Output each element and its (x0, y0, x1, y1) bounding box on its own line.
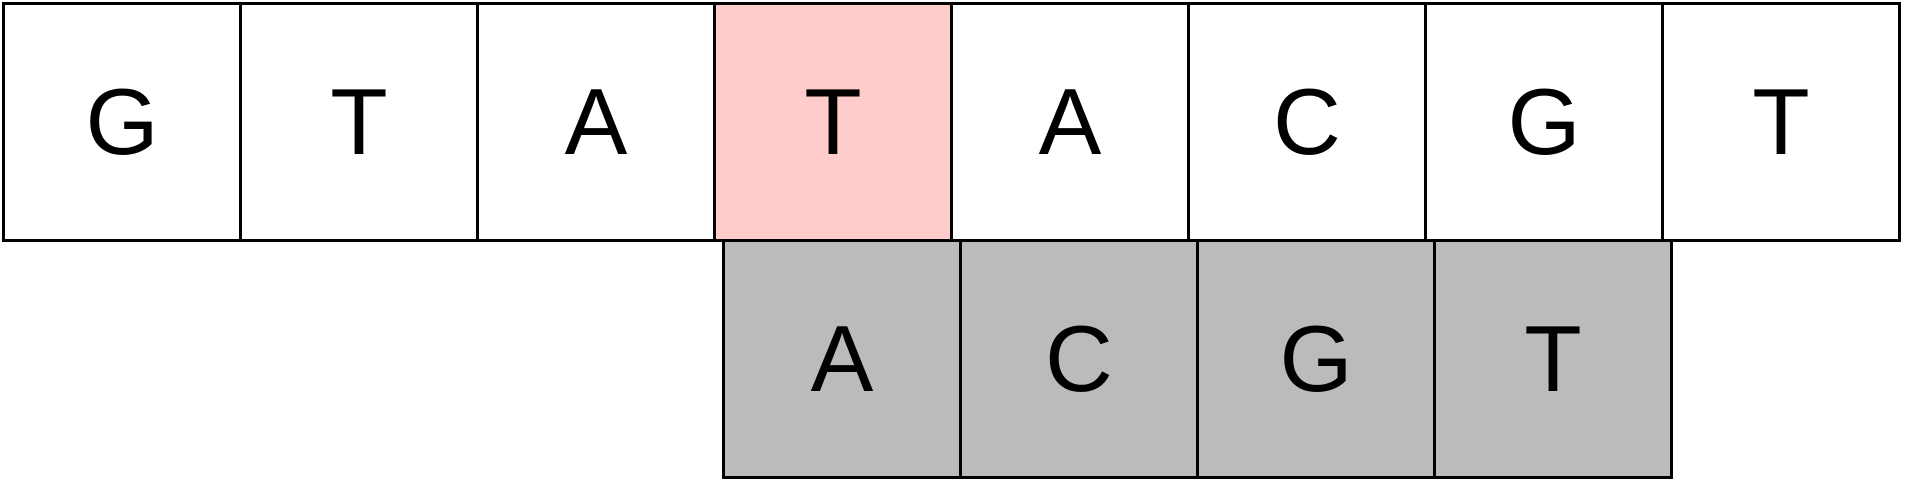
pattern-base-1: A (810, 306, 874, 411)
text-cell-1: G (2, 2, 242, 242)
text-cell-5: A (950, 2, 1190, 242)
text-cell-4-mismatch: T (713, 2, 953, 242)
text-base-2: T (330, 69, 388, 174)
text-cell-2: T (239, 2, 479, 242)
text-sequence-row: G T A T A C G T (2, 2, 1901, 242)
pattern-base-2: C (1045, 306, 1113, 411)
text-cell-7: G (1424, 2, 1664, 242)
pattern-cell-4: T (1433, 239, 1673, 479)
pattern-base-3: G (1279, 306, 1353, 411)
text-base-5: A (1038, 69, 1102, 174)
text-base-7: G (1507, 69, 1581, 174)
text-cell-6: C (1187, 2, 1427, 242)
text-base-1: G (85, 69, 159, 174)
text-base-8: T (1752, 69, 1810, 174)
text-base-4: T (804, 69, 862, 174)
text-base-6: C (1273, 69, 1341, 174)
pattern-base-4: T (1524, 306, 1582, 411)
text-base-3: A (564, 69, 628, 174)
text-cell-8: T (1661, 2, 1901, 242)
pattern-sequence-row: A C G T (722, 239, 1673, 482)
pattern-cell-3: G (1196, 239, 1436, 479)
pattern-cell-2: C (959, 239, 1199, 479)
pattern-cell-1: A (722, 239, 962, 479)
text-cell-3: A (476, 2, 716, 242)
